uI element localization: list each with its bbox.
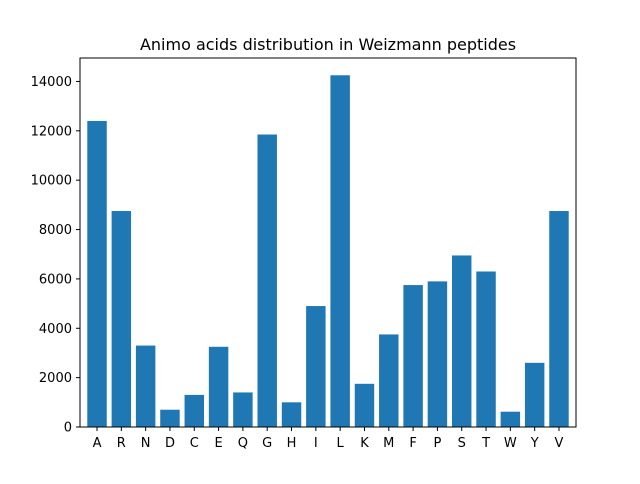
x-tick-label: L (337, 436, 345, 451)
bar-N (135, 345, 156, 427)
x-tick-label: W (504, 436, 517, 451)
x-tick-label: V (555, 436, 564, 451)
bar-Y (524, 362, 545, 427)
y-tick-label: 10000 (31, 174, 72, 189)
x-tick-label: Q (238, 436, 248, 451)
x-tick-label: H (287, 436, 297, 451)
bar-S (452, 255, 472, 427)
chart-title: Animo acids distribution in Weizmann pep… (140, 35, 516, 54)
x-tick-label: S (458, 436, 466, 451)
bar-F (403, 285, 423, 427)
x-tick-label: A (93, 436, 102, 451)
y-tick-label: 4000 (39, 322, 72, 337)
x-tick-label: E (214, 436, 222, 451)
y-tick-label: 0 (64, 421, 72, 436)
x-tick-label: N (141, 436, 151, 451)
bar-H (281, 402, 302, 427)
y-tick-label: 8000 (39, 223, 72, 238)
x-tick-label: P (433, 436, 441, 451)
x-tick-label: C (190, 436, 199, 451)
bar-D (160, 409, 180, 427)
bar-W (500, 411, 521, 427)
bar-G (257, 134, 277, 427)
bar-I (306, 306, 326, 427)
bar-M (379, 334, 399, 427)
y-tick-label: 12000 (31, 124, 72, 139)
x-tick-label: K (360, 436, 369, 451)
x-tick-label: F (409, 436, 416, 451)
bar-R (111, 211, 132, 427)
plot-frame (79, 57, 577, 428)
bar-P (427, 281, 448, 427)
x-tick-label: Y (530, 436, 539, 451)
bar-K (354, 383, 375, 427)
bar-V (549, 211, 569, 427)
bar-C (184, 394, 204, 427)
x-tick-label: M (383, 436, 394, 451)
x-tick-label: D (165, 436, 175, 451)
y-axis-ticks: 0 2000 4000 6000 8000 10000 12000 14000 (31, 75, 80, 436)
bars-layer (87, 75, 569, 428)
y-tick-label: 6000 (39, 272, 72, 287)
bar-Q (233, 392, 253, 427)
y-tick-label: 14000 (31, 75, 72, 90)
bar-T (476, 271, 496, 427)
axes-layer (79, 57, 577, 428)
bar-E (208, 346, 229, 427)
x-tick-label: I (314, 436, 318, 451)
x-tick-label: R (117, 436, 126, 451)
y-tick-label: 2000 (39, 371, 72, 386)
x-tick-label: T (481, 436, 490, 451)
x-tick-label: G (262, 436, 272, 451)
bar-A (87, 120, 107, 428)
bar-L (330, 75, 350, 428)
